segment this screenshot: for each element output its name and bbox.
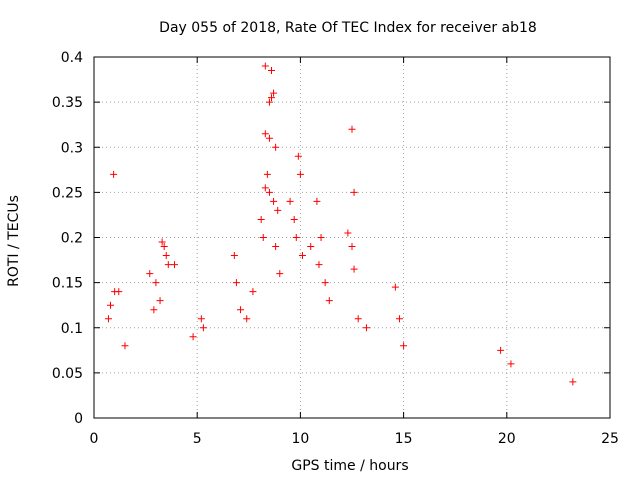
data-point bbox=[298, 252, 306, 260]
data-point bbox=[243, 315, 251, 323]
grid-lines bbox=[94, 57, 610, 418]
x-tick-label: 25 bbox=[601, 431, 619, 447]
y-tick-label: 0.25 bbox=[52, 185, 83, 201]
data-point bbox=[268, 67, 276, 75]
data-point bbox=[199, 324, 207, 332]
data-point bbox=[156, 297, 164, 305]
data-point bbox=[348, 243, 356, 251]
y-tick-label: 0 bbox=[74, 411, 83, 427]
data-point bbox=[350, 188, 358, 196]
data-point bbox=[164, 261, 172, 269]
data-point bbox=[249, 288, 257, 296]
data-point bbox=[257, 215, 265, 223]
y-tick-label: 0.05 bbox=[52, 366, 83, 382]
x-axis-label: GPS time / hours bbox=[291, 458, 408, 474]
data-point bbox=[150, 306, 158, 314]
data-point bbox=[270, 89, 278, 97]
data-point bbox=[107, 301, 115, 309]
data-point bbox=[317, 234, 325, 241]
y-axis-label: ROTI / TECUs bbox=[6, 195, 22, 287]
data-point bbox=[158, 238, 166, 246]
data-point bbox=[104, 315, 112, 323]
data-point bbox=[296, 170, 304, 178]
tick-labels: 0 5 10 15 20 25 0 0.05 0.1 0.15 0.2 0.25 0.3 0.35 0.4 bbox=[52, 50, 619, 447]
data-point bbox=[290, 215, 298, 223]
y-tick-label: 0.2 bbox=[61, 231, 83, 247]
data-point bbox=[237, 306, 245, 314]
chart-title: Day 055 of 2018, Rate Of TEC Index for r… bbox=[159, 20, 537, 36]
data-point bbox=[321, 279, 329, 287]
data-point bbox=[189, 333, 197, 341]
data-point bbox=[261, 130, 269, 138]
y-tick-label: 0.4 bbox=[61, 50, 83, 66]
data-point bbox=[265, 98, 273, 106]
data-point bbox=[162, 252, 170, 260]
data-point bbox=[261, 62, 269, 70]
data-point bbox=[197, 315, 205, 323]
data-point bbox=[276, 270, 284, 278]
data-point bbox=[270, 197, 278, 205]
data-point bbox=[400, 342, 408, 350]
data-point bbox=[391, 283, 399, 291]
data-point bbox=[286, 197, 294, 205]
data-point bbox=[263, 170, 271, 178]
data-point bbox=[121, 342, 129, 350]
data-point bbox=[569, 378, 577, 386]
y-tick-label: 0.1 bbox=[61, 321, 83, 337]
data-point bbox=[261, 184, 269, 192]
data-points bbox=[104, 62, 577, 386]
plot-frame bbox=[93, 56, 611, 419]
data-point bbox=[344, 229, 352, 237]
data-point bbox=[259, 234, 267, 241]
data-point bbox=[146, 270, 154, 278]
data-point bbox=[395, 315, 403, 323]
data-point bbox=[230, 252, 238, 260]
y-tick-label: 0.15 bbox=[52, 276, 83, 292]
data-point bbox=[497, 346, 505, 354]
x-tick-label: 0 bbox=[90, 431, 99, 447]
data-point bbox=[272, 243, 280, 251]
data-point bbox=[325, 297, 333, 305]
data-point bbox=[110, 170, 118, 178]
data-point bbox=[272, 143, 280, 151]
data-point bbox=[265, 134, 273, 142]
data-point bbox=[170, 261, 178, 269]
x-tick-label: 20 bbox=[498, 431, 516, 447]
data-point bbox=[348, 125, 356, 133]
x-tick-label: 10 bbox=[291, 431, 309, 447]
data-point bbox=[265, 188, 273, 196]
y-tick-label: 0.3 bbox=[61, 140, 83, 156]
data-point bbox=[307, 243, 315, 251]
data-point bbox=[152, 279, 160, 287]
data-point bbox=[354, 315, 362, 323]
data-point bbox=[350, 265, 358, 273]
data-point bbox=[362, 324, 370, 332]
data-point bbox=[292, 234, 300, 241]
data-point bbox=[507, 360, 515, 368]
data-point bbox=[313, 197, 321, 205]
x-tick-label: 15 bbox=[395, 431, 413, 447]
y-tick-label: 0.35 bbox=[52, 95, 83, 111]
data-point bbox=[268, 94, 276, 102]
data-point bbox=[232, 279, 240, 287]
axis-ticks bbox=[93, 56, 611, 419]
data-point bbox=[315, 261, 323, 269]
data-point bbox=[115, 288, 123, 296]
x-tick-label: 5 bbox=[193, 431, 202, 447]
data-point bbox=[274, 206, 282, 214]
data-point bbox=[294, 152, 302, 160]
data-point bbox=[160, 243, 168, 251]
